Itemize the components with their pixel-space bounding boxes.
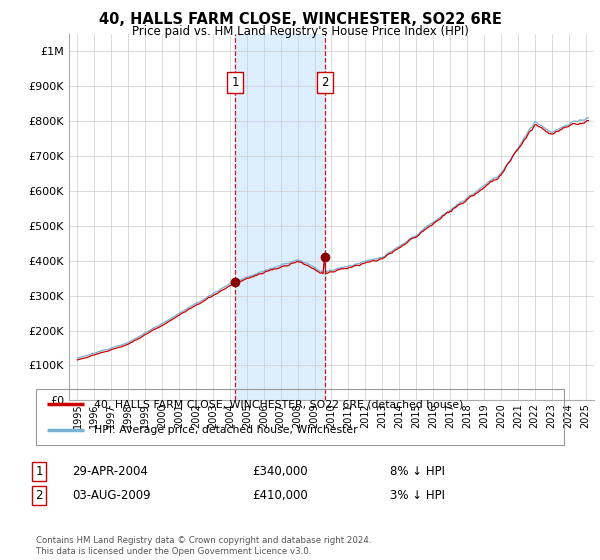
Text: 2: 2 — [321, 76, 328, 89]
Text: 2: 2 — [35, 489, 43, 502]
Text: £410,000: £410,000 — [252, 489, 308, 502]
Text: 8% ↓ HPI: 8% ↓ HPI — [390, 465, 445, 478]
Text: 1: 1 — [35, 465, 43, 478]
Text: Price paid vs. HM Land Registry's House Price Index (HPI): Price paid vs. HM Land Registry's House … — [131, 25, 469, 38]
Text: 40, HALLS FARM CLOSE, WINCHESTER, SO22 6RE: 40, HALLS FARM CLOSE, WINCHESTER, SO22 6… — [98, 12, 502, 27]
Text: £340,000: £340,000 — [252, 465, 308, 478]
Text: 40, HALLS FARM CLOSE, WINCHESTER, SO22 6RE (detached house): 40, HALLS FARM CLOSE, WINCHESTER, SO22 6… — [94, 399, 463, 409]
Text: Contains HM Land Registry data © Crown copyright and database right 2024.
This d: Contains HM Land Registry data © Crown c… — [36, 536, 371, 556]
Text: 03-AUG-2009: 03-AUG-2009 — [72, 489, 151, 502]
Text: HPI: Average price, detached house, Winchester: HPI: Average price, detached house, Winc… — [94, 425, 358, 435]
Bar — [235, 34, 325, 400]
Text: 1: 1 — [232, 76, 239, 89]
Text: 29-APR-2004: 29-APR-2004 — [72, 465, 148, 478]
Text: 3% ↓ HPI: 3% ↓ HPI — [390, 489, 445, 502]
